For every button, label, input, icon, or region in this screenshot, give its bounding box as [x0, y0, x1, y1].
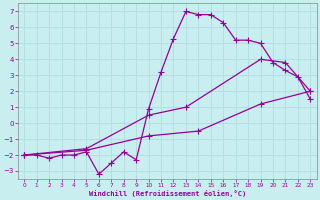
X-axis label: Windchill (Refroidissement éolien,°C): Windchill (Refroidissement éolien,°C) — [89, 190, 246, 197]
